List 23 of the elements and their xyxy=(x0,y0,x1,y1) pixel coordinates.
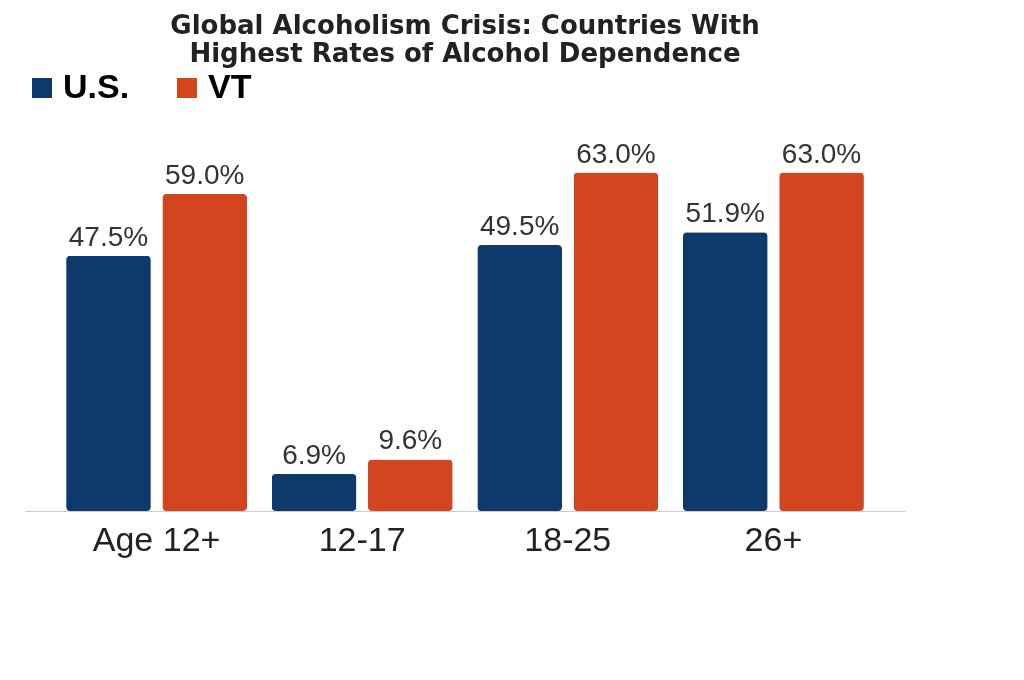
x-tick-label: 26+ xyxy=(744,519,803,558)
data-label: 51.9% xyxy=(685,197,765,229)
bar xyxy=(271,473,357,511)
bar xyxy=(66,255,151,511)
data-label: 59.0% xyxy=(165,159,245,191)
bar xyxy=(162,194,248,511)
data-label: 9.6% xyxy=(378,424,443,456)
bar xyxy=(573,172,659,511)
data-label: 63.0% xyxy=(781,137,862,169)
x-tick-label: 18-25 xyxy=(524,519,612,558)
x-tick-label: Age 12+ xyxy=(92,519,221,558)
chart-title: Global Alcoholism Crisis: Countries With Highest Rates of Alcohol Dependence xyxy=(170,10,760,68)
bar xyxy=(779,172,864,511)
legend-label: VT xyxy=(208,67,252,105)
data-label: 63.0% xyxy=(576,137,656,169)
data-label: 49.5% xyxy=(479,210,560,242)
bar xyxy=(682,232,768,511)
bar xyxy=(477,245,563,511)
bar xyxy=(367,459,453,511)
legend-label: U.S. xyxy=(63,67,130,105)
data-label: 47.5% xyxy=(68,220,149,252)
x-tick-label: 12-17 xyxy=(318,519,406,558)
data-label: 6.9% xyxy=(282,438,346,470)
